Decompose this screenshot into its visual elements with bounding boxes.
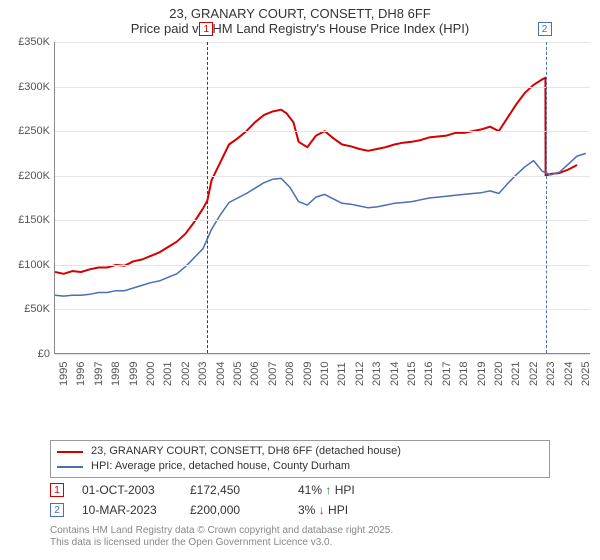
title-line1: 23, GRANARY COURT, CONSETT, DH8 6FF <box>4 6 596 21</box>
title-line2: Price paid vs. HM Land Registry's House … <box>4 21 596 36</box>
gridline <box>55 309 590 310</box>
x-tick-label: 2016 <box>423 362 435 386</box>
marker-box-2: 2 <box>538 22 552 36</box>
x-tick-label: 2005 <box>232 362 244 386</box>
legend-row: 23, GRANARY COURT, CONSETT, DH8 6FF (det… <box>57 444 543 459</box>
x-tick-label: 2014 <box>389 362 401 386</box>
credits: Contains HM Land Registry data © Crown c… <box>50 525 570 549</box>
x-tick-label: 2003 <box>197 362 209 386</box>
y-tick-label: £0 <box>6 348 50 360</box>
y-tick-label: £250K <box>6 125 50 137</box>
tx-date: 10-MAR-2023 <box>82 503 172 517</box>
x-tick-label: 2007 <box>267 362 279 386</box>
tx-delta: 41% ↑ HPI <box>298 483 388 497</box>
legend-label: HPI: Average price, detached house, Coun… <box>91 459 350 474</box>
x-tick-label: 2023 <box>545 362 557 386</box>
transaction-row: 2 10-MAR-2023 £200,000 3% ↓ HPI <box>50 500 570 520</box>
chart-area: £0£50K£100K£150K£200K£250K£300K£350K1995… <box>6 42 594 402</box>
x-tick-label: 2011 <box>336 362 348 386</box>
x-tick-label: 2017 <box>441 362 453 386</box>
line-layer <box>55 42 591 354</box>
x-tick-label: 1998 <box>110 362 122 386</box>
marker-line-2 <box>546 42 547 353</box>
x-tick-label: 2009 <box>302 362 314 386</box>
legend-row: HPI: Average price, detached house, Coun… <box>57 459 543 474</box>
legend-swatch <box>57 451 83 453</box>
tx-price: £200,000 <box>190 503 280 517</box>
gridline <box>55 131 590 132</box>
gridline <box>55 354 590 355</box>
tx-marker: 1 <box>50 483 64 497</box>
x-tick-label: 2020 <box>493 362 505 386</box>
chart-title: 23, GRANARY COURT, CONSETT, DH8 6FF Pric… <box>0 0 600 40</box>
x-tick-label: 1995 <box>58 362 70 386</box>
legend-swatch <box>57 466 83 468</box>
x-tick-label: 2019 <box>476 362 488 386</box>
tx-price: £172,450 <box>190 483 280 497</box>
y-tick-label: £200K <box>6 170 50 182</box>
transaction-rows: 1 01-OCT-2003 £172,450 41% ↑ HPI 2 10-MAR-202… <box>50 480 570 520</box>
credits-line1: Contains HM Land Registry data © Crown c… <box>50 525 570 537</box>
plot-area <box>54 42 590 354</box>
tx-date: 01-OCT-2003 <box>82 483 172 497</box>
y-tick-label: £300K <box>6 81 50 93</box>
x-tick-label: 2004 <box>215 362 227 386</box>
x-tick-label: 1999 <box>128 362 140 386</box>
x-tick-label: 2025 <box>580 362 592 386</box>
legend: 23, GRANARY COURT, CONSETT, DH8 6FF (det… <box>50 440 550 478</box>
x-tick-label: 2021 <box>510 362 522 386</box>
y-tick-label: £350K <box>6 36 50 48</box>
x-tick-label: 2006 <box>249 362 261 386</box>
tx-marker: 2 <box>50 503 64 517</box>
x-tick-label: 2001 <box>162 362 174 386</box>
marker-box-1: 1 <box>199 22 213 36</box>
x-tick-label: 2010 <box>319 362 331 386</box>
legend-label: 23, GRANARY COURT, CONSETT, DH8 6FF (det… <box>91 444 401 459</box>
x-tick-label: 2015 <box>406 362 418 386</box>
x-tick-label: 1996 <box>75 362 87 386</box>
x-tick-label: 1997 <box>93 362 105 386</box>
gridline <box>55 42 590 43</box>
transaction-row: 1 01-OCT-2003 £172,450 41% ↑ HPI <box>50 480 570 500</box>
credits-line2: This data is licensed under the Open Gov… <box>50 537 570 549</box>
marker-line-1 <box>207 42 208 353</box>
y-tick-label: £50K <box>6 303 50 315</box>
x-tick-label: 2024 <box>563 362 575 386</box>
gridline <box>55 265 590 266</box>
x-tick-label: 2022 <box>528 362 540 386</box>
x-tick-label: 2012 <box>354 362 366 386</box>
gridline <box>55 220 590 221</box>
x-tick-label: 2008 <box>284 362 296 386</box>
gridline <box>55 176 590 177</box>
x-tick-label: 2018 <box>458 362 470 386</box>
x-tick-label: 2013 <box>371 362 383 386</box>
tx-delta: 3% ↓ HPI <box>298 503 388 517</box>
x-tick-label: 2002 <box>180 362 192 386</box>
y-tick-label: £150K <box>6 214 50 226</box>
gridline <box>55 87 590 88</box>
x-tick-label: 2000 <box>145 362 157 386</box>
y-tick-label: £100K <box>6 259 50 271</box>
